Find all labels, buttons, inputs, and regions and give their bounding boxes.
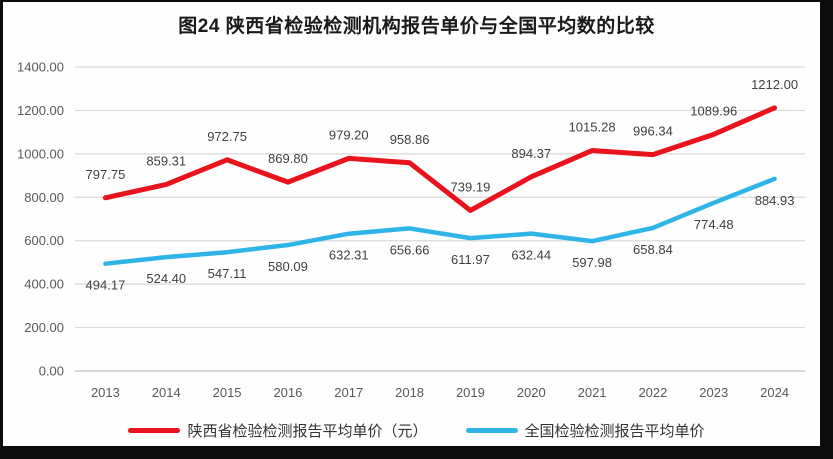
data-point-label: 1089.96 (690, 103, 737, 118)
data-point-label: 632.44 (511, 248, 551, 263)
y-axis-tick-label: 400.00 (24, 277, 64, 292)
data-point-label: 494.17 (86, 278, 126, 293)
data-point-label: 656.66 (390, 242, 430, 257)
x-axis-tick-label: 2013 (91, 385, 120, 400)
data-point-label: 869.80 (268, 151, 308, 166)
y-axis-tick-label: 600.00 (24, 233, 64, 248)
series-line-0 (102, 105, 778, 213)
photo-edge-right (820, 0, 833, 459)
legend-line-swatch (465, 427, 518, 433)
x-axis-tick-label: 2017 (334, 385, 363, 400)
x-axis-tick-label: 2019 (456, 385, 485, 400)
chart-legend: 陕西省检验检测报告平均单价（元） 全国检验检测报告平均单价 (0, 414, 833, 446)
data-point-label: 979.20 (329, 127, 369, 142)
legend-item-0: 陕西省检验检测报告平均单价（元） (128, 420, 428, 441)
x-axis-tick-label: 2023 (699, 385, 728, 400)
legend-item-label: 全国检验检测报告平均单价 (524, 422, 705, 440)
data-point-label: 547.11 (208, 266, 247, 281)
x-axis-tick-label: 2015 (213, 385, 242, 400)
y-axis-tick-label: 1000.00 (17, 146, 64, 161)
data-point-label: 972.75 (207, 129, 247, 144)
y-axis-tick-label: 800.00 (24, 190, 64, 205)
y-axis-tick-label: 1400.00 (17, 60, 64, 75)
x-axis-tick-label: 2016 (273, 385, 302, 400)
data-point-label: 996.34 (633, 124, 673, 139)
legend-item-label: 陕西省检验检测报告平均单价（元） (187, 422, 428, 440)
data-point-label: 739.19 (451, 179, 491, 194)
data-point-label: 632.31 (329, 248, 369, 263)
legend-line-swatch (128, 427, 181, 433)
x-axis-tick-label: 2024 (760, 385, 789, 400)
data-point-label: 774.48 (694, 217, 734, 232)
y-axis-tick-label: 0.00 (39, 364, 64, 379)
data-point-label: 611.97 (451, 252, 490, 267)
series-line-1 (103, 176, 777, 266)
x-axis-tick-label: 2014 (152, 385, 181, 400)
data-point-label: 580.09 (268, 259, 308, 274)
data-point-label: 597.98 (572, 255, 612, 270)
photo-edge-left (0, 0, 3, 459)
data-point-label: 884.93 (755, 193, 795, 208)
x-axis-tick-label: 2021 (578, 385, 607, 400)
photo-edge-bottom (0, 446, 833, 459)
x-axis-tick-label: 2022 (638, 385, 667, 400)
x-axis-tick-label: 2018 (395, 385, 424, 400)
y-axis-tick-label: 200.00 (24, 320, 64, 335)
data-point-label: 658.84 (633, 242, 673, 257)
data-point-label: 1212.00 (751, 77, 798, 92)
data-point-label: 797.75 (86, 167, 126, 182)
data-point-label: 894.37 (511, 146, 551, 161)
chart-title: 图24 陕西省检验检测机构报告单价与全国平均数的比较 (178, 16, 655, 37)
legend-item-1: 全国检验检测报告平均单价 (465, 420, 705, 441)
photo-edge-top (0, 0, 833, 2)
data-point-label: 859.31 (146, 153, 186, 168)
y-axis-tick-label: 1200.00 (17, 103, 64, 118)
data-point-label: 1015.28 (569, 120, 616, 135)
x-axis-tick-label: 2020 (517, 385, 546, 400)
data-point-label: 524.40 (146, 271, 186, 286)
data-point-label: 958.86 (390, 132, 430, 147)
